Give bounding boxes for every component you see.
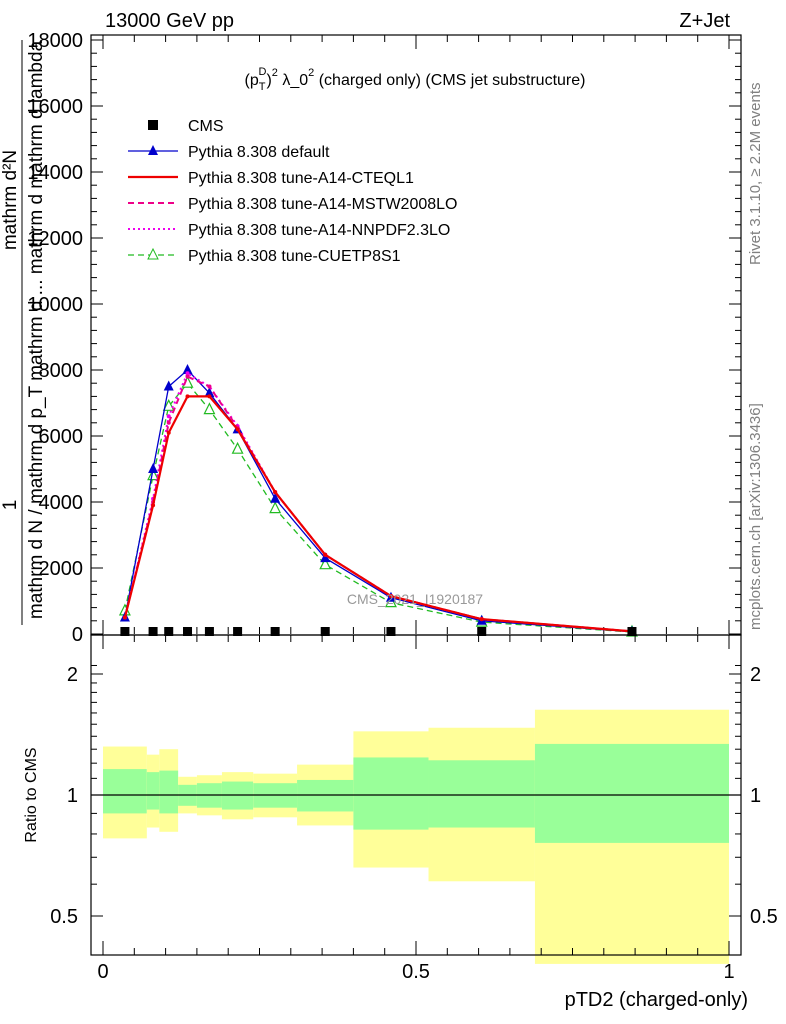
cms-data-point (204, 627, 214, 636)
cms-data-point (120, 627, 130, 636)
cms-data-points (120, 627, 637, 636)
ratio-bands (103, 709, 729, 964)
header-right: Z+Jet (679, 10, 730, 32)
series-point-cteql1 (166, 430, 171, 435)
ratio-y-tick-label-right: 1 (750, 785, 761, 807)
series-point-cuetp8s1 (162, 398, 175, 411)
x-tick-label: 1 (723, 961, 734, 983)
svg-text:mathrm d²N: mathrm d²N (0, 150, 21, 250)
ratio-band-inner (534, 743, 729, 843)
cms-data-point (477, 627, 487, 636)
plot-title: (pTD)2 λ_02 (charged only) (CMS jet subs… (245, 66, 586, 93)
main-axes: 0 2000 4000 6000 8000 10000 12000 14000 16000 180… (27, 30, 741, 646)
x-tick-label: 0 (97, 961, 108, 983)
series-point-default (204, 387, 215, 398)
cms-data-point (320, 627, 330, 636)
legend-label: Pythia 8.308 default (188, 144, 330, 161)
series-point-cteql1 (479, 617, 484, 622)
rivet-label: Rivet 3.1.10, ≥ 2.2M events (747, 83, 764, 266)
mcplots-label: mcplots.cern.ch [arXiv:1306.3436] (747, 403, 764, 630)
ratio-band-inner (103, 769, 147, 814)
legend-marker-default (148, 145, 158, 155)
y-tick-label: 16000 (27, 96, 83, 118)
y-tick-label: 18000 (27, 30, 83, 52)
y-tick-label: 8000 (39, 360, 84, 382)
ratio-ylabel: Ratio to CMS (23, 747, 40, 842)
series-point-mstw (185, 374, 190, 379)
ratio-band-inner (428, 760, 535, 828)
series-point-cteql1 (151, 503, 156, 508)
legend: CMS Pythia 8.308 default Pythia 8.308 tune… (128, 118, 457, 265)
cms-data-point (164, 627, 174, 636)
cms-data-point (183, 627, 193, 636)
y-tick-label: 6000 (39, 426, 84, 448)
series-point-cuetp8s1 (231, 441, 244, 454)
series-point-cteql1 (388, 594, 393, 599)
main-series-group (118, 364, 638, 637)
series-point-default (163, 380, 174, 391)
series-point-cteql1 (122, 615, 127, 620)
legend-label: Pythia 8.308 tune-A14-CTEQL1 (188, 170, 414, 187)
cms-data-point (627, 627, 637, 636)
ratio-y-tick-label: 1 (67, 785, 78, 807)
cms-data-point (148, 627, 158, 636)
series-point-default (148, 463, 159, 473)
series-point-cuetp8s1 (147, 468, 160, 481)
x-tick-label: 0.5 (402, 961, 430, 983)
legend-marker-cms (148, 120, 158, 130)
series-point-default (182, 364, 193, 374)
svg-text:mathrm d N / mathrm d p_T math: mathrm d N / mathrm d p_T mathrm d ... m… (26, 40, 47, 619)
legend-label: Pythia 8.308 tune-CUETP8S1 (188, 248, 401, 265)
legend-label: Pythia 8.308 tune-A14-NNPDF2.3LO (188, 222, 450, 239)
series-point-cteql1 (273, 490, 278, 495)
series-point-cteql1 (323, 552, 328, 557)
ratio-band-inner (159, 770, 179, 814)
ratio-y-tick-label: 0.5 (50, 906, 78, 928)
ratio-axes: 0.5 0.5 1 1 2 2 0 0.5 1 (50, 635, 778, 983)
ratio-y-tick-label: 2 (67, 664, 78, 686)
svg-text:1: 1 (0, 500, 21, 511)
series-point-nnpdf (185, 371, 190, 376)
header-left: 13000 GeV pp (105, 10, 234, 32)
cms-data-point (233, 627, 243, 636)
series-point-nnpdf (166, 414, 171, 419)
ratio-y-tick-label-right: 0.5 (750, 906, 778, 928)
main-ylabel: 1 mathrm d N / mathrm d p_T mathrm d ...… (0, 40, 47, 625)
cms-data-point (270, 627, 280, 636)
ratio-band-inner (146, 772, 160, 810)
y-tick-label: 10000 (27, 294, 83, 316)
ratio-band-inner (297, 779, 354, 812)
x-axis-label: pTD2 (charged-only) (565, 989, 748, 1011)
ratio-y-tick-label-right: 2 (750, 664, 761, 686)
cms-data-point (386, 627, 396, 636)
series-point-cuetp8s1 (269, 501, 282, 514)
series-point-default (270, 492, 281, 503)
series-point-cuetp8s1 (319, 557, 332, 570)
series-point-cteql1 (235, 427, 240, 432)
series-point-default (320, 552, 331, 563)
y-tick-label: 4000 (39, 492, 84, 514)
ratio-band-inner (353, 757, 429, 830)
y-tick-label: 2000 (39, 558, 84, 580)
series-point-cteql1 (207, 394, 212, 399)
series-point-mstw (166, 420, 171, 425)
series-point-cteql1 (185, 394, 190, 399)
legend-label: CMS (188, 118, 224, 135)
y-tick-label: 14000 (27, 162, 83, 184)
legend-label: Pythia 8.308 tune-A14-MSTW2008LO (188, 196, 457, 213)
watermark: CMS_2021_I1920187 (347, 591, 483, 607)
series-point-cuetp8s1 (203, 402, 216, 415)
y-tick-label: 0 (72, 624, 83, 646)
series-point-mstw (207, 384, 212, 389)
y-tick-label: 12000 (27, 228, 83, 250)
legend-marker-cuetp8s1 (147, 247, 159, 260)
